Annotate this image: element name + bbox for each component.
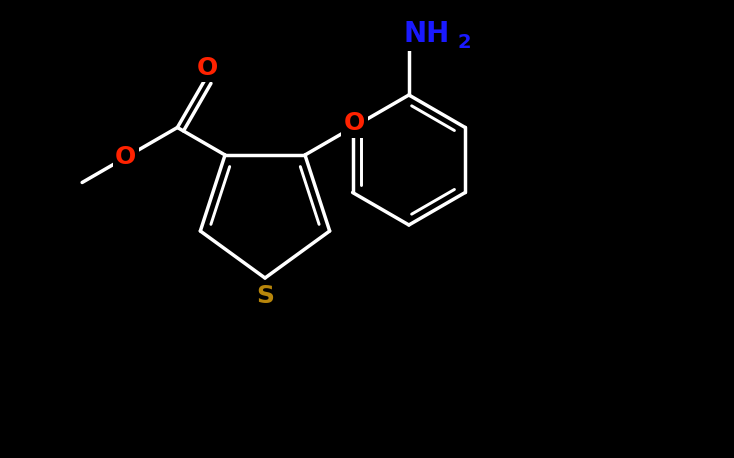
Text: O: O: [115, 145, 137, 169]
Text: S: S: [256, 284, 274, 308]
Text: NH: NH: [404, 20, 450, 48]
Text: 2: 2: [457, 33, 470, 52]
Text: O: O: [196, 56, 217, 80]
Text: O: O: [344, 111, 366, 136]
